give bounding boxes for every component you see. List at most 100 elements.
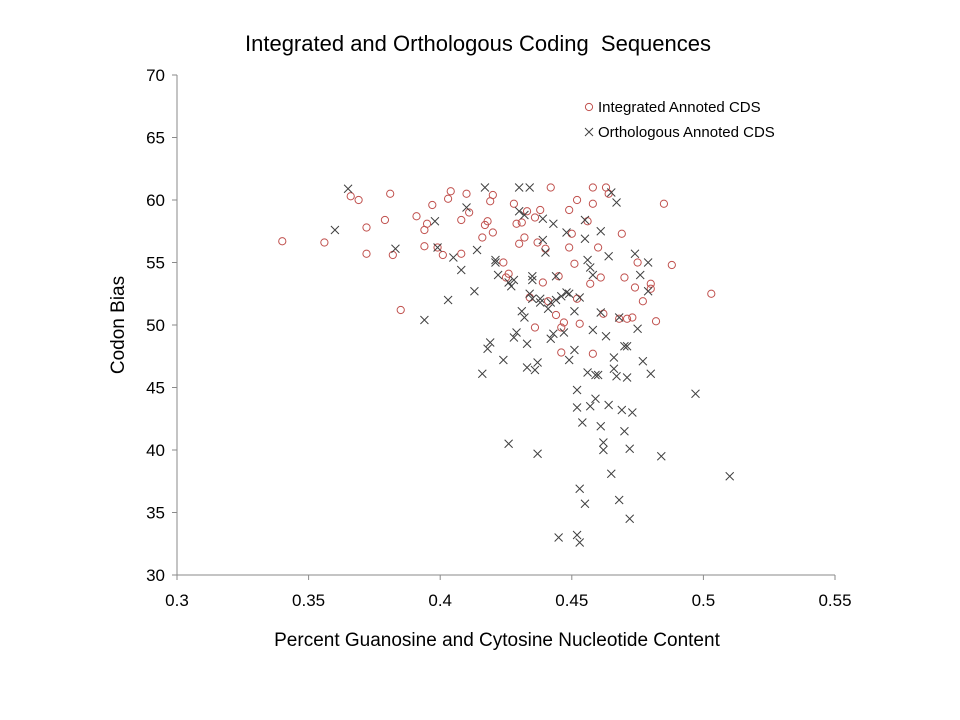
data-point-integrated	[557, 323, 566, 332]
data-point-orthologous	[554, 533, 563, 542]
data-point-integrated	[380, 215, 390, 225]
data-point-integrated	[465, 208, 474, 217]
data-point-integrated	[570, 259, 579, 268]
plot-area: 30 35 40 45 50 55 60 65 70 0.3 0.35 0.4 0.45 0.5 0.55	[146, 66, 851, 610]
data-point-orthologous	[643, 286, 653, 296]
data-point-orthologous	[583, 368, 592, 377]
data-point-integrated	[530, 213, 540, 222]
data-point-orthologous	[564, 289, 574, 299]
data-point-integrated	[659, 199, 669, 208]
data-point-orthologous	[462, 203, 471, 212]
x-axis-label: Percent Guanosine and Cytosine Nucleotid…	[274, 630, 720, 651]
data-point-integrated	[567, 229, 576, 238]
data-point-orthologous	[420, 315, 429, 325]
data-point-orthologous	[514, 206, 524, 216]
data-point-integrated	[446, 187, 455, 196]
data-point-orthologous	[580, 234, 590, 244]
data-point-integrated	[588, 199, 597, 208]
data-point-integrated	[386, 189, 395, 198]
data-point-orthologous	[575, 538, 585, 547]
data-point-orthologous	[470, 286, 479, 296]
y-tick-label: 55	[146, 254, 165, 273]
data-point-integrated	[630, 283, 640, 292]
y-tick-label: 50	[146, 316, 165, 335]
data-point-orthologous	[535, 294, 545, 304]
data-point-integrated	[572, 195, 582, 205]
data-point-orthologous	[506, 281, 516, 291]
data-point-orthologous	[612, 371, 621, 381]
legend-label-orthologous: Orthologous Annoted CDS	[598, 124, 775, 141]
data-point-orthologous	[572, 385, 582, 395]
y-axis-ticks: 30 35 40 45 50 55 60 65 70	[146, 66, 177, 585]
data-point-integrated	[354, 195, 363, 205]
data-point-integrated	[433, 243, 442, 252]
data-point-orthologous	[485, 338, 495, 347]
series-layer	[278, 183, 735, 547]
data-point-integrated	[583, 217, 592, 226]
data-point-orthologous	[477, 369, 487, 379]
data-point-integrated	[551, 310, 561, 320]
data-point-orthologous	[577, 418, 587, 427]
data-point-integrated	[588, 349, 597, 358]
data-point-orthologous	[606, 469, 616, 479]
data-point-orthologous	[533, 358, 542, 367]
data-point-orthologous	[596, 308, 606, 317]
data-point-integrated	[515, 239, 524, 248]
data-point-orthologous	[527, 294, 537, 304]
data-point-orthologous	[520, 313, 529, 322]
data-point-integrated	[517, 218, 526, 227]
x-tick-label: 0.5	[692, 591, 716, 610]
data-point-orthologous	[514, 183, 524, 192]
data-point-integrated	[362, 249, 371, 258]
data-point-orthologous	[625, 444, 635, 454]
data-point-integrated	[422, 219, 432, 228]
data-point-integrated	[638, 297, 647, 306]
legend: Integrated Annoted CDS Orthologous Annot…	[584, 99, 775, 141]
data-point-integrated	[565, 205, 574, 215]
data-point-integrated	[651, 317, 661, 326]
data-point-integrated	[457, 249, 466, 258]
data-point-orthologous	[570, 306, 579, 316]
data-point-integrated	[412, 212, 421, 221]
data-point-orthologous	[533, 449, 542, 459]
data-point-integrated	[622, 314, 632, 323]
data-point-integrated	[633, 258, 642, 267]
data-point-orthologous	[543, 304, 553, 314]
data-point-integrated	[536, 205, 545, 215]
data-point-orthologous	[562, 288, 571, 297]
legend-marker-orthologous	[584, 127, 594, 137]
data-point-orthologous	[530, 365, 540, 375]
data-point-orthologous	[599, 438, 608, 447]
data-point-orthologous	[622, 341, 632, 351]
data-point-orthologous	[546, 334, 556, 344]
data-point-orthologous	[509, 333, 519, 342]
data-point-orthologous	[620, 426, 629, 436]
data-point-orthologous	[585, 401, 595, 411]
data-point-orthologous	[493, 270, 503, 280]
data-point-orthologous	[580, 499, 590, 509]
data-point-integrated	[565, 243, 574, 252]
data-point-orthologous	[656, 451, 666, 461]
data-point-orthologous	[480, 183, 490, 192]
legend-item-integrated: Integrated Annoted CDS	[584, 99, 761, 116]
data-point-orthologous	[525, 183, 535, 192]
data-point-orthologous	[599, 445, 608, 455]
data-point-integrated	[617, 229, 626, 238]
data-point-integrated	[586, 279, 595, 288]
data-point-integrated	[554, 272, 563, 281]
data-point-integrated	[604, 189, 613, 198]
data-point-integrated	[478, 233, 487, 242]
x-tick-label: 0.3	[165, 591, 189, 610]
data-point-orthologous	[620, 341, 629, 351]
data-point-orthologous	[391, 244, 400, 254]
data-point-orthologous	[609, 364, 619, 374]
data-point-integrated	[557, 348, 566, 357]
data-point-integrated	[620, 273, 629, 282]
data-point-integrated	[278, 237, 287, 246]
series-integrated	[278, 183, 716, 358]
data-point-integrated	[615, 314, 624, 323]
data-point-integrated	[707, 289, 716, 298]
data-point-orthologous	[562, 228, 571, 237]
data-point-orthologous	[449, 253, 458, 262]
data-point-orthologous	[343, 184, 353, 194]
